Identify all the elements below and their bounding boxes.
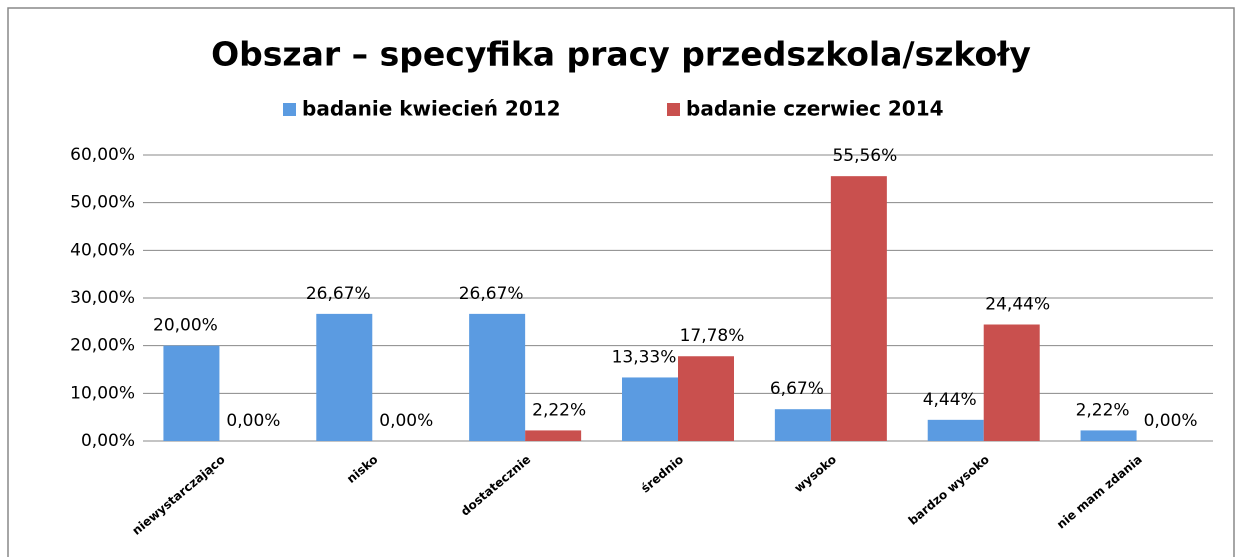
bar bbox=[983, 324, 1040, 441]
value-label: 2,22% bbox=[532, 400, 586, 420]
value-label: 13,33% bbox=[612, 347, 677, 367]
legend-swatch bbox=[283, 103, 296, 116]
value-label: 0,00% bbox=[226, 411, 280, 431]
legend-label: badanie kwiecień 2012 bbox=[302, 97, 561, 121]
bar bbox=[622, 377, 678, 441]
bar bbox=[469, 313, 526, 441]
y-tick-label: 50,00% bbox=[70, 193, 135, 213]
y-tick-label: 10,00% bbox=[70, 383, 135, 403]
y-tick-label: 40,00% bbox=[70, 240, 135, 260]
bar bbox=[830, 176, 887, 441]
legend-swatch bbox=[667, 103, 680, 116]
value-label: 2,22% bbox=[1076, 400, 1130, 420]
y-tick-label: 0,00% bbox=[81, 431, 135, 451]
y-tick-label: 60,00% bbox=[70, 145, 135, 165]
value-label: 0,00% bbox=[1144, 411, 1198, 431]
bar bbox=[1080, 430, 1137, 441]
value-label: 6,67% bbox=[770, 379, 824, 399]
bar bbox=[525, 430, 582, 441]
value-label: 24,44% bbox=[985, 295, 1050, 315]
y-tick-label: 20,00% bbox=[70, 336, 135, 356]
y-tick-label: 30,00% bbox=[70, 288, 135, 308]
value-label: 17,78% bbox=[680, 326, 745, 346]
chart-title: Obszar – specyfika pracy przedszkola/szk… bbox=[211, 35, 1031, 74]
value-label: 26,67% bbox=[459, 284, 524, 304]
bar bbox=[678, 356, 734, 441]
value-label: 0,00% bbox=[379, 411, 433, 431]
chart-frame bbox=[7, 7, 1235, 557]
bar bbox=[927, 419, 984, 441]
value-label: 26,67% bbox=[306, 284, 371, 304]
bar bbox=[316, 313, 373, 441]
legend-label: badanie czerwiec 2014 bbox=[686, 97, 944, 121]
value-label: 55,56% bbox=[832, 146, 897, 166]
bar bbox=[774, 409, 831, 441]
value-label: 4,44% bbox=[923, 390, 977, 410]
bar bbox=[163, 345, 220, 441]
value-label: 20,00% bbox=[153, 316, 218, 336]
